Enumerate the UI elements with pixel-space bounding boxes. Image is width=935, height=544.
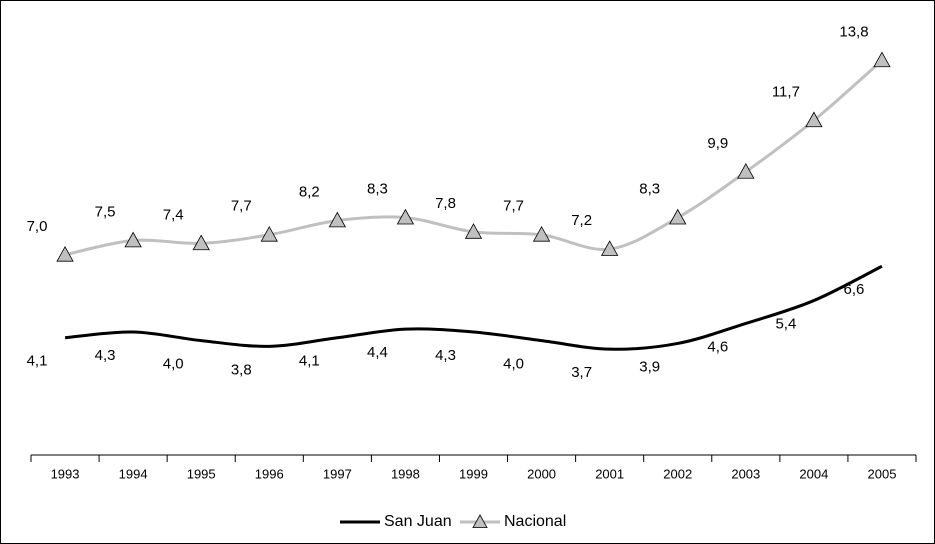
data-label: 4,3 (435, 347, 456, 364)
legend-label: San Juan (384, 513, 452, 530)
data-label: 4,1 (299, 353, 320, 370)
legend-label: Nacional (504, 513, 566, 530)
x-tick-label: 2003 (731, 466, 760, 481)
x-tick-label: 2002 (663, 466, 692, 481)
x-tick-label: 2005 (868, 466, 897, 481)
marker (124, 231, 142, 248)
data-label: 7,8 (435, 195, 456, 212)
data-label: 9,9 (707, 135, 728, 152)
x-tick-label: 2004 (799, 466, 828, 481)
marker (873, 51, 891, 68)
marker (805, 111, 823, 128)
data-label: 3,9 (639, 358, 660, 375)
data-label: 7,0 (27, 218, 48, 235)
data-label: 5,4 (775, 316, 796, 333)
x-tick-label: 1993 (51, 466, 80, 481)
data-label: 4,0 (163, 356, 184, 373)
data-label: 3,8 (231, 361, 252, 378)
x-tick-label: 2000 (527, 466, 556, 481)
marker (600, 240, 619, 256)
marker (464, 223, 483, 239)
data-label: 4,6 (707, 338, 728, 355)
marker (396, 208, 415, 225)
x-tick-label: 1996 (255, 466, 284, 481)
marker (192, 234, 210, 251)
data-label: 7,4 (163, 206, 184, 223)
x-tick-label: 1997 (323, 466, 352, 481)
data-label: 6,6 (844, 281, 865, 298)
x-tick-label: 1998 (391, 466, 420, 481)
marker (56, 245, 74, 262)
marker (669, 208, 687, 225)
data-label: 4,3 (95, 347, 116, 364)
data-label: 13,8 (839, 23, 868, 40)
marker (737, 163, 755, 179)
data-label: 4,4 (367, 344, 388, 361)
legend-marker (472, 514, 488, 528)
data-label: 8,2 (299, 183, 320, 200)
marker (260, 225, 278, 242)
data-label: 4,0 (503, 356, 524, 373)
marker (532, 225, 551, 242)
x-tick-label: 1994 (119, 466, 148, 481)
data-label: 7,7 (503, 198, 524, 215)
data-label: 8,3 (367, 181, 388, 198)
series-line (64, 264, 883, 351)
data-label: 7,5 (95, 203, 116, 220)
x-tick-label: 2001 (595, 466, 624, 481)
data-label: 7,2 (571, 212, 592, 229)
x-tick-label: 1999 (459, 466, 488, 481)
data-label: 7,7 (231, 198, 252, 215)
data-label: 11,7 (772, 83, 800, 100)
data-label: 8,3 (639, 181, 660, 198)
x-tick-label: 1995 (187, 466, 216, 481)
marker (328, 211, 347, 228)
data-label: 4,1 (27, 353, 48, 370)
data-label: 3,7 (571, 364, 592, 381)
